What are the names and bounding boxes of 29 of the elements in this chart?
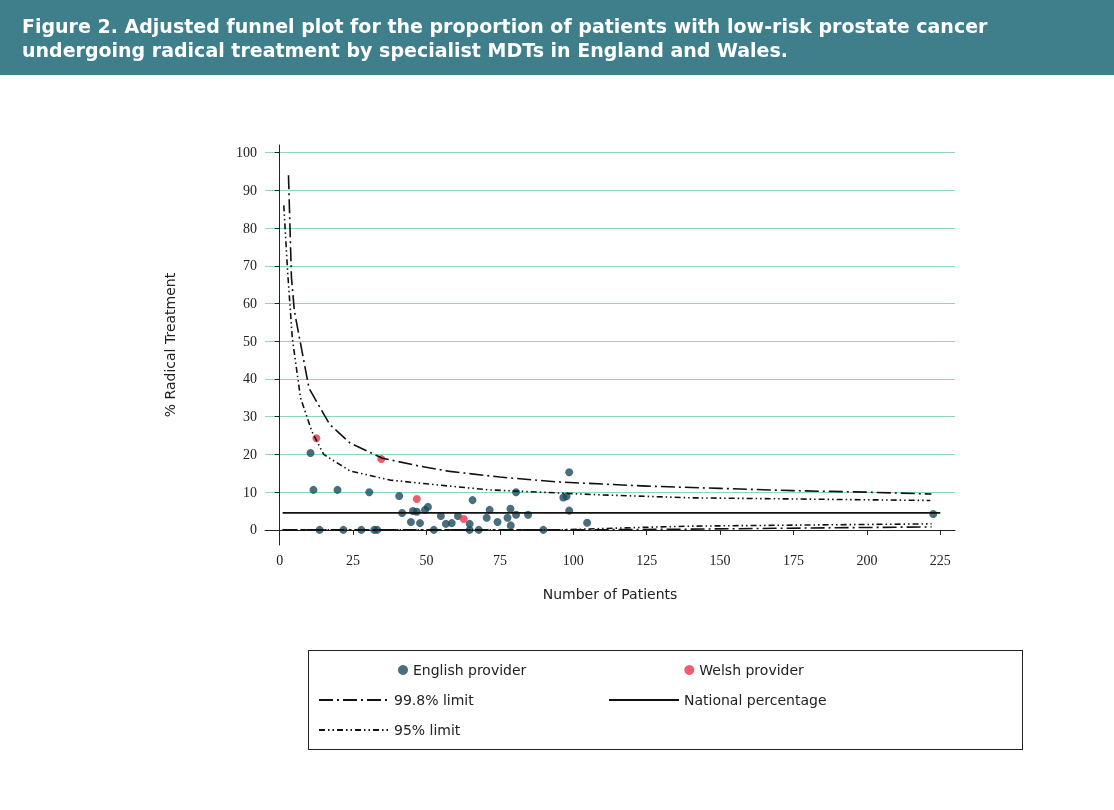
y-axis-title: % Radical Treatment [162,272,178,418]
legend-label: National percentage [684,692,827,708]
chart-title: Figure 2. Adjusted funnel plot for the proportion of patients with low-risk prostate cancer undergoing radical treatment by specialist MDTs in England and Wales. [0,0,1114,75]
x-tick-label: 0 [276,552,284,568]
y-tick-label: 60 [243,295,257,311]
legend-label: 99.8% limit [394,692,475,708]
x-tick-label: 150 [709,552,731,568]
y-tick-label: 50 [243,333,257,349]
legend-label: Welsh provider [699,662,805,678]
x-tick-label: 100 [562,552,584,568]
x-tick-label: 50 [419,552,434,568]
x-tick-label: 75 [492,552,507,568]
y-tick-label: 70 [243,258,257,274]
y-tick-label: 100 [236,145,257,161]
legend-label: English provider [413,662,527,678]
y-tick-label: 0 [250,522,257,538]
y-tick-label: 40 [243,371,257,387]
y-tick-label: 90 [243,182,257,198]
legend-label: 95% limit [394,722,461,738]
x-tick-label: 125 [636,552,658,568]
x-axis-title: Number of Patients [542,586,678,602]
x-tick-label: 225 [929,552,951,568]
x-tick-label: 200 [856,552,878,568]
x-tick-label: 25 [346,552,361,568]
y-tick-label: 80 [243,220,257,236]
x-tick-label: 175 [783,552,805,568]
y-tick-label: 10 [243,484,257,500]
y-tick-label: 30 [243,409,257,425]
y-tick-label: 20 [243,446,257,462]
